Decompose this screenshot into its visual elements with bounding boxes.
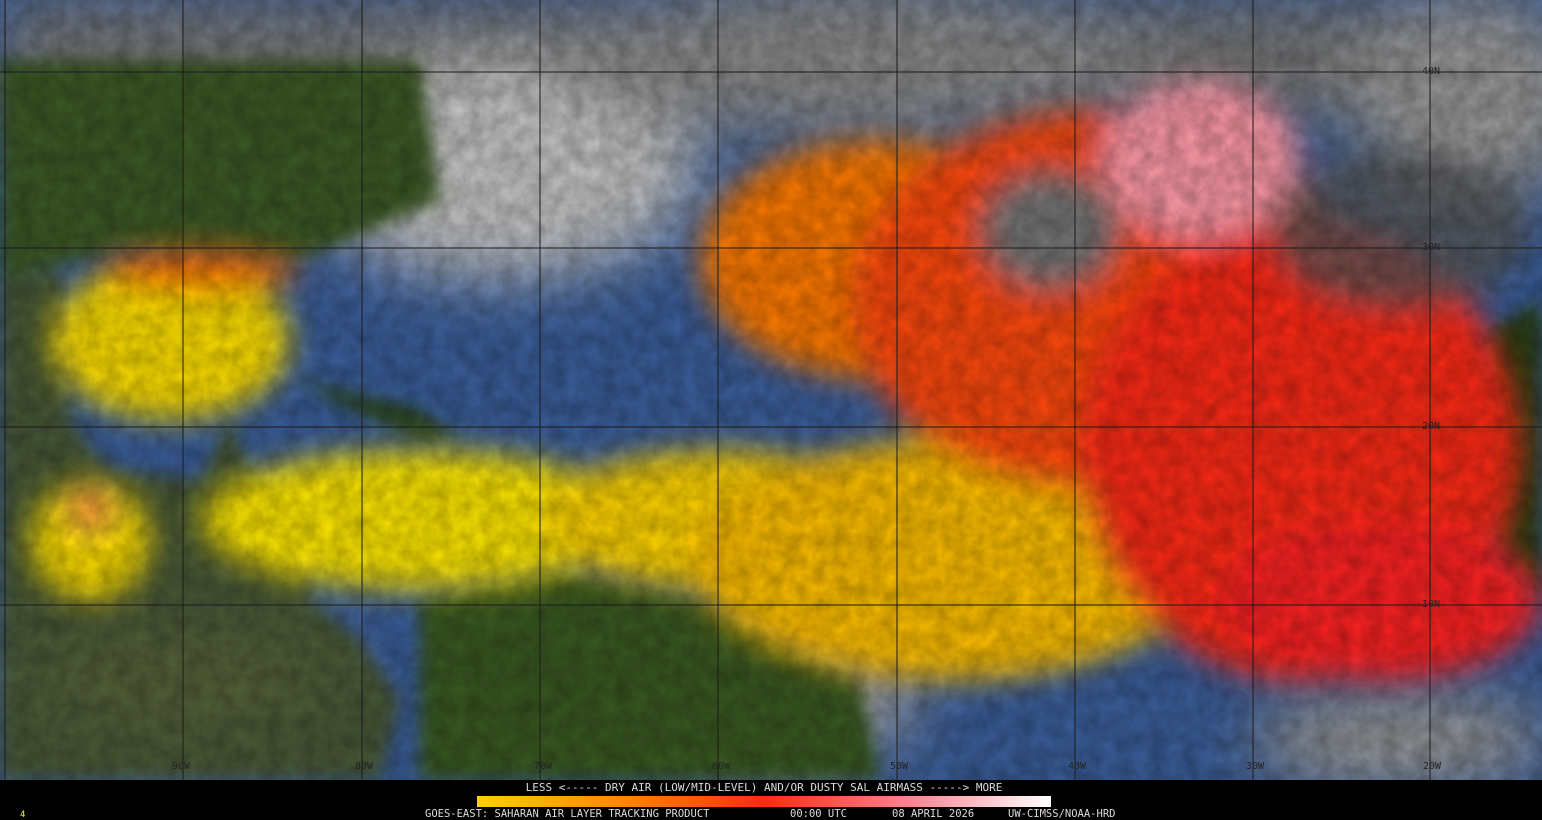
lon-label: 90W	[172, 761, 191, 772]
lon-label: 80W	[355, 761, 374, 772]
lat-label: 10N	[1422, 599, 1441, 610]
time: 00:00 UTC	[790, 808, 847, 820]
frame-number: 4	[20, 810, 26, 820]
legend-title: LESS <----- DRY AIR (LOW/MID-LEVEL) AND/…	[525, 781, 1003, 794]
graticule	[0, 0, 1542, 780]
lon-label: 30W	[1246, 761, 1265, 772]
lon-label: 40W	[1068, 761, 1087, 772]
credit: UW-CIMSS/NOAA-HRD	[1008, 808, 1116, 820]
lon-label: 60W	[712, 761, 731, 772]
satellite-map	[0, 0, 1542, 780]
lat-label: 20N	[1422, 421, 1441, 432]
lat-label: 40N	[1422, 66, 1441, 77]
colorbar	[477, 796, 1051, 807]
date: 08 APRIL 2026	[892, 808, 975, 820]
lon-label: 70W	[534, 761, 553, 772]
product-name: GOES-EAST: SAHARAN AIR LAYER TRACKING PR…	[425, 808, 710, 820]
footer: GOES-EAST: SAHARAN AIR LAYER TRACKING PR…	[0, 808, 1542, 820]
lat-label: 30N	[1422, 242, 1441, 253]
lon-label: 20W	[1423, 761, 1442, 772]
lon-label: 50W	[890, 761, 909, 772]
